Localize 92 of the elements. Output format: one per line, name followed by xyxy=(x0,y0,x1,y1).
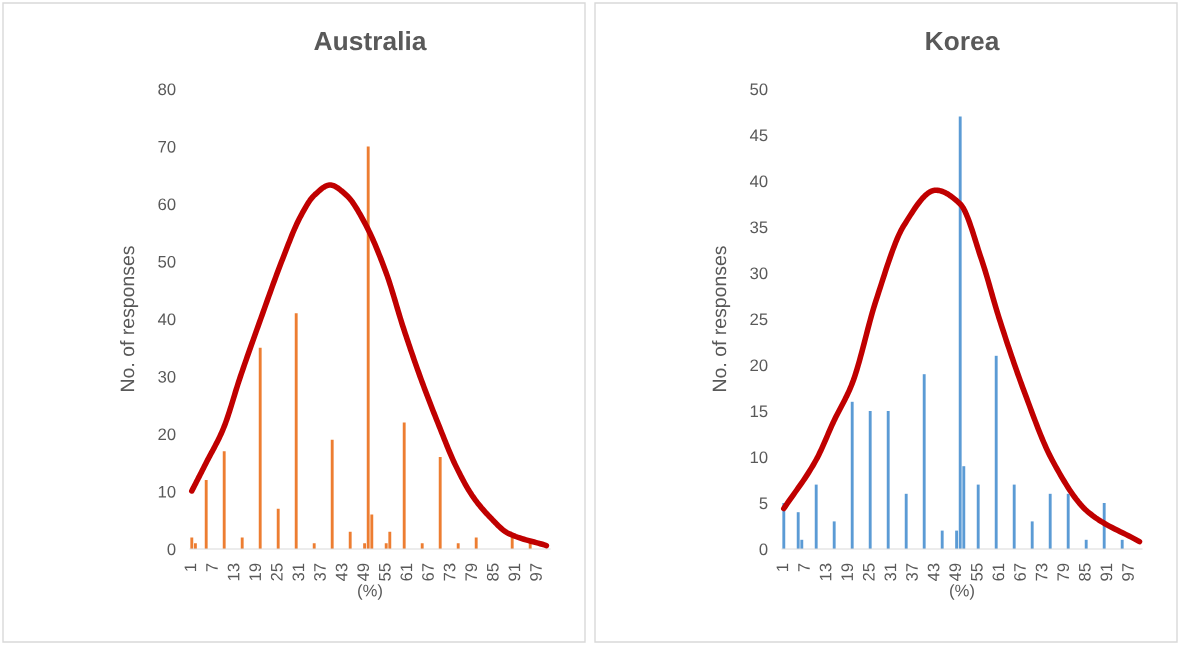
y-tick-label: 20 xyxy=(158,428,176,441)
x-tick-label: 13 xyxy=(819,563,832,581)
y-tick-label: 45 xyxy=(749,129,768,142)
bar xyxy=(294,313,298,549)
x-tick-label: 25 xyxy=(862,563,875,581)
x-tick-label: 31 xyxy=(292,563,305,581)
x-tick-label: 31 xyxy=(884,563,897,581)
x-tick-label: 25 xyxy=(270,563,283,581)
bar xyxy=(366,146,370,549)
bar xyxy=(474,537,478,549)
bar xyxy=(402,422,406,549)
y-tick-label: 30 xyxy=(750,267,768,280)
x-tick-label: 67 xyxy=(422,563,434,581)
x-tick-label: 37 xyxy=(906,563,918,581)
bar xyxy=(204,480,208,549)
y-tick-label: 70 xyxy=(158,140,176,153)
x-tick-label: 19 xyxy=(249,563,262,581)
bar xyxy=(958,116,962,549)
y-tick-label: 60 xyxy=(158,198,176,211)
bar xyxy=(814,484,818,549)
bar xyxy=(190,537,194,549)
bar xyxy=(886,411,890,549)
bar xyxy=(1030,521,1034,549)
bar xyxy=(922,374,926,549)
bar xyxy=(832,521,836,549)
y-tick-label: 0 xyxy=(167,543,176,556)
x-tick-label: 7 xyxy=(206,563,218,572)
chart-title: Australia xyxy=(314,30,427,51)
bar xyxy=(1084,539,1088,549)
y-tick-label: 50 xyxy=(158,255,176,268)
x-axis-title: (%) xyxy=(358,584,382,600)
y-tick-label: 10 xyxy=(158,485,176,498)
bar xyxy=(222,451,226,549)
bar xyxy=(1066,493,1070,549)
x-tick-label: 43 xyxy=(927,563,940,582)
bar xyxy=(258,347,262,549)
bar xyxy=(1012,484,1016,549)
x-tick-label: 49 xyxy=(357,563,370,582)
y-tick-label: 15 xyxy=(750,405,768,418)
chart-title: Korea xyxy=(926,31,1000,51)
bar xyxy=(330,439,334,549)
x-tick-label: 55 xyxy=(379,563,391,581)
bar xyxy=(796,512,800,549)
x-tick-label: 55 xyxy=(971,563,983,581)
x-tick-label: 79 xyxy=(1057,563,1070,581)
bar xyxy=(1048,493,1052,549)
x-tick-label: 7 xyxy=(798,563,810,572)
y-tick-label: 80 xyxy=(158,83,176,96)
bar xyxy=(1120,539,1124,549)
x-tick-label: 61 xyxy=(400,563,413,581)
x-tick-label: 73 xyxy=(443,563,456,581)
bar xyxy=(850,401,854,549)
bar xyxy=(348,531,352,549)
x-tick-label: 73 xyxy=(1035,563,1048,581)
x-tick-label: 91 xyxy=(508,563,521,581)
x-tick-label: 13 xyxy=(227,563,240,581)
y-tick-label: 30 xyxy=(158,370,176,383)
bar xyxy=(388,531,392,549)
x-tick-label: 85 xyxy=(1078,563,1091,581)
x-axis-title: (%) xyxy=(950,584,974,600)
x-tick-label: 97 xyxy=(530,563,542,581)
x-tick-label: 61 xyxy=(992,563,1005,581)
y-tick-label: 0 xyxy=(759,543,768,556)
y-tick-label: 25 xyxy=(750,313,768,326)
bar xyxy=(976,484,980,549)
x-tick-label: 1 xyxy=(184,563,197,571)
x-tick-label: 91 xyxy=(1100,563,1113,581)
x-tick-label: 37 xyxy=(314,563,326,581)
y-axis-title: No. of responses xyxy=(712,246,731,391)
y-tick-label: 35 xyxy=(750,221,768,234)
x-tick-label: 79 xyxy=(465,563,478,581)
x-tick-label: 1 xyxy=(776,563,789,571)
x-tick-label: 97 xyxy=(1122,563,1134,581)
y-axis-title: No. of responses xyxy=(120,246,139,391)
y-tick-label: 10 xyxy=(750,451,768,464)
bar xyxy=(868,411,872,549)
y-tick-label: 50 xyxy=(750,83,768,96)
x-tick-label: 67 xyxy=(1014,563,1026,581)
bar xyxy=(994,355,998,549)
x-tick-label: 43 xyxy=(335,563,348,582)
y-tick-label: 5 xyxy=(759,497,768,510)
bar xyxy=(240,537,244,549)
bar xyxy=(940,530,944,549)
x-tick-label: 49 xyxy=(949,563,962,582)
bar xyxy=(438,457,442,549)
bar xyxy=(904,493,908,549)
x-tick-label: 19 xyxy=(841,563,854,581)
y-tick-label: 40 xyxy=(157,313,176,326)
y-tick-label: 20 xyxy=(750,359,768,372)
bar xyxy=(276,508,280,549)
y-tick-label: 40 xyxy=(749,175,768,188)
x-tick-label: 85 xyxy=(486,563,499,581)
